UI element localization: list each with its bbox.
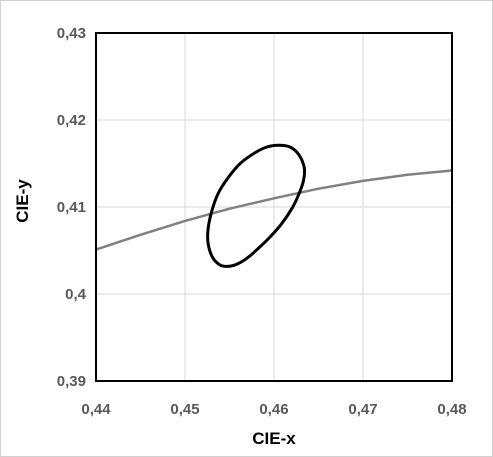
series-layer (95, 143, 453, 268)
ellipse-series-line (206, 143, 307, 268)
tick-labels: 0,44 0,45 0,46 0,47 0,48 0,39 0,4 0,41 0,42 0,43 (57, 25, 467, 418)
x-tick-label: 0,46 (259, 401, 288, 418)
y-axis-title: CIE-y (13, 179, 32, 223)
grid-lines (95, 32, 453, 382)
y-tick-label: 0,39 (57, 373, 86, 390)
y-tick-label: 0,41 (57, 199, 86, 216)
curve-series-line (95, 169, 453, 251)
x-tick-label: 0,48 (437, 401, 466, 418)
plot-area-frame (95, 32, 453, 382)
x-tick-label: 0,45 (170, 401, 199, 418)
y-tick-label: 0,4 (65, 286, 87, 303)
x-tick-label: 0,44 (81, 401, 111, 418)
x-tick-label: 0,47 (348, 401, 377, 418)
y-tick-label: 0,43 (57, 25, 86, 42)
y-tick-label: 0,42 (57, 112, 86, 129)
x-axis-title: CIE-x (252, 429, 296, 448)
